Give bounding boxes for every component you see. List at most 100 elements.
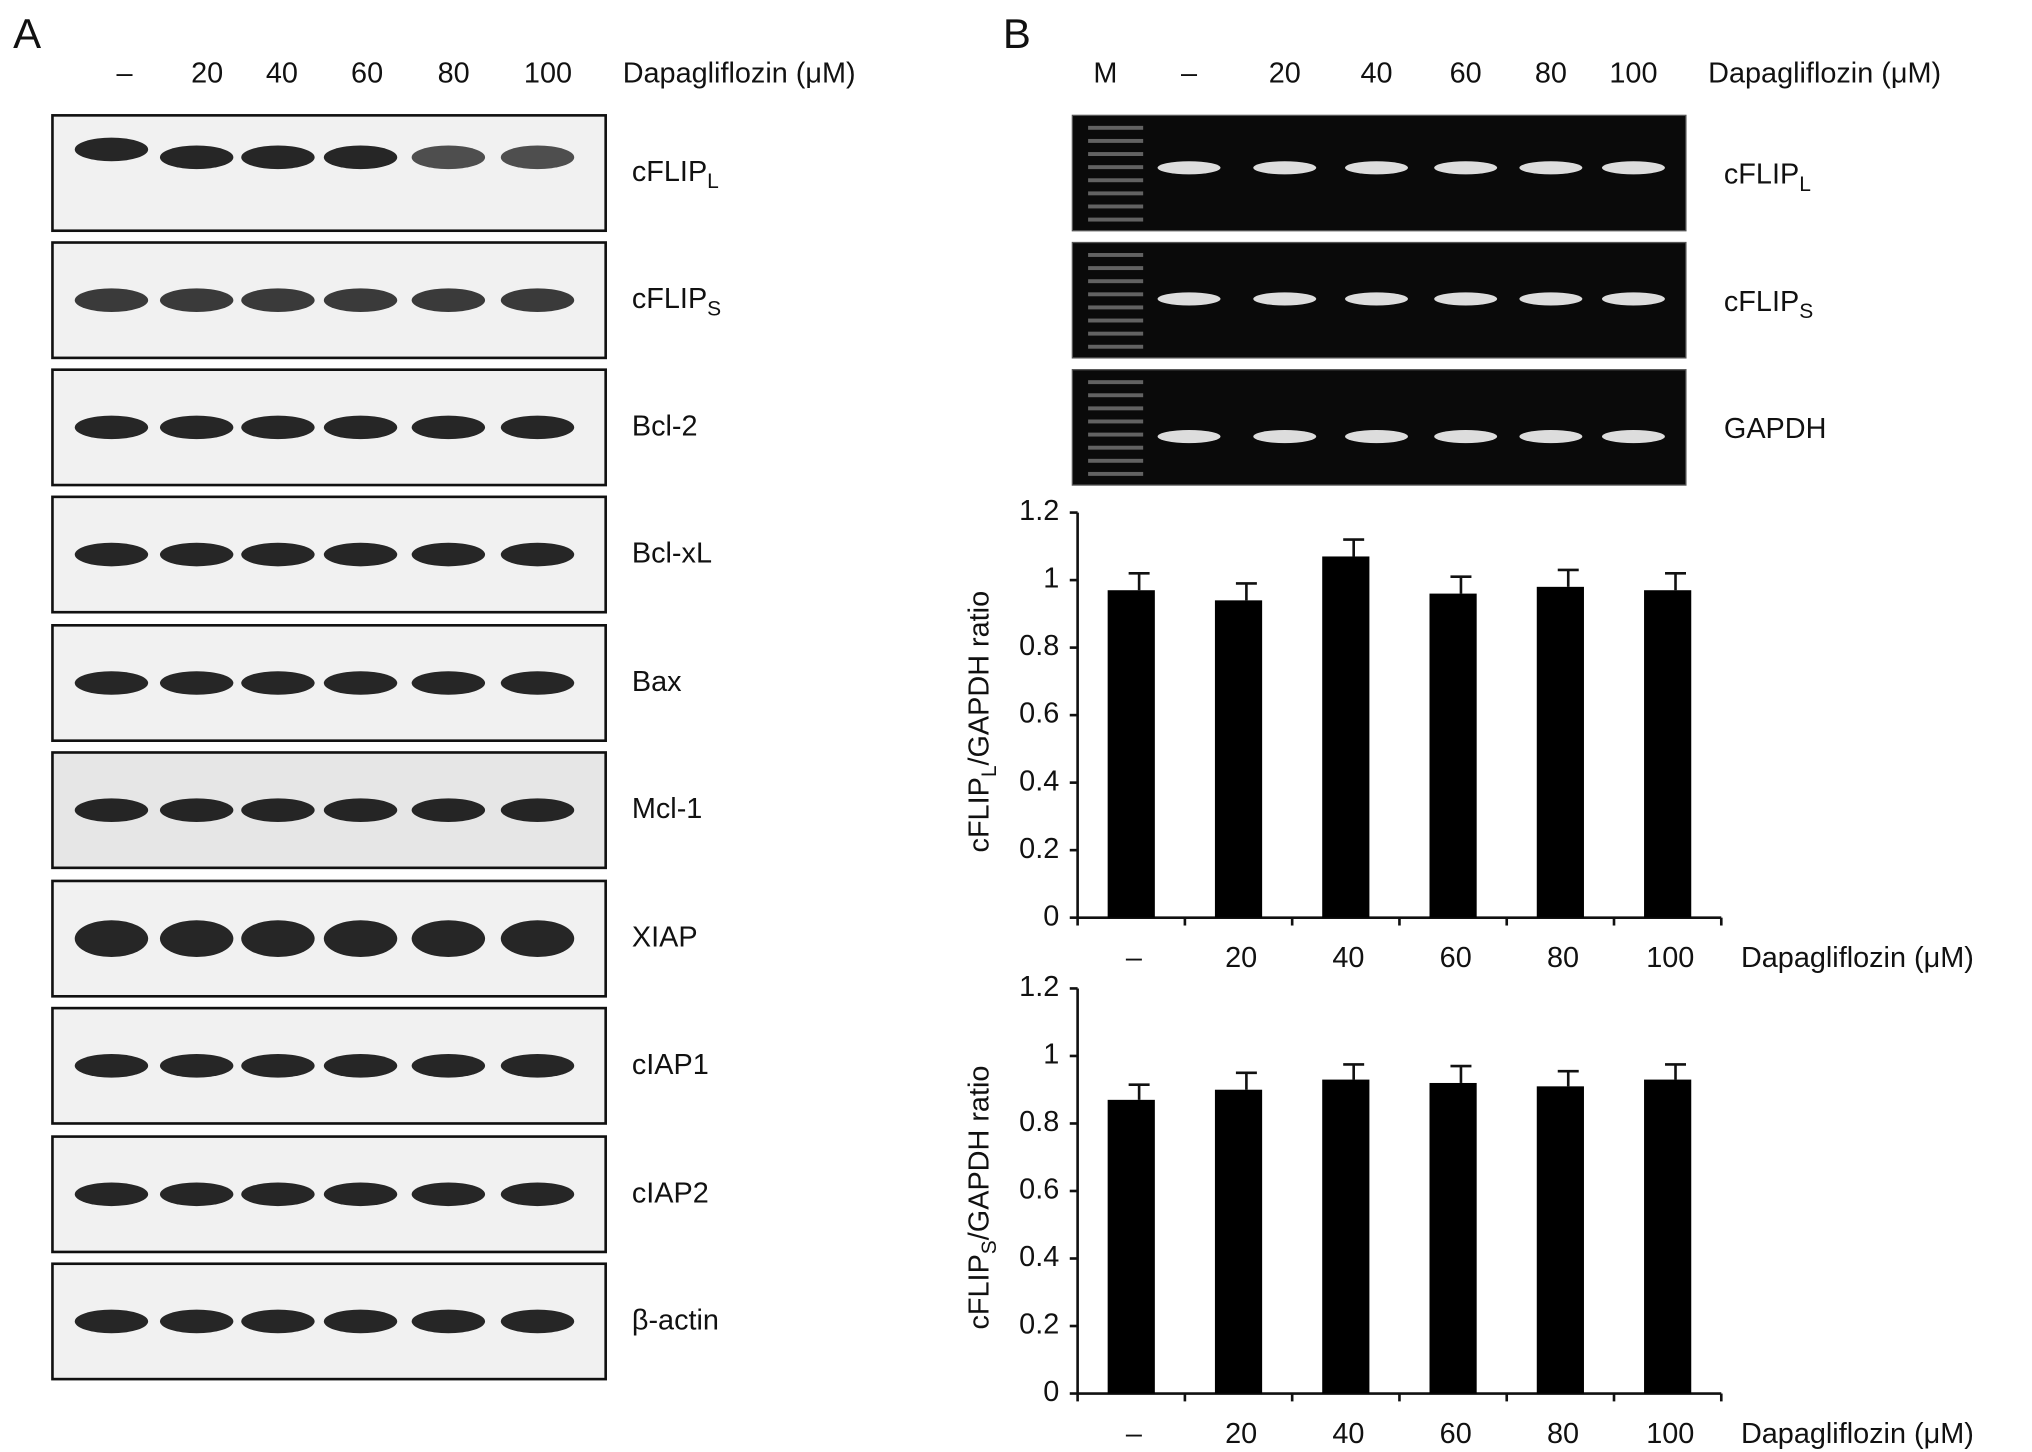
blot-band (500, 798, 575, 822)
gel-band (1601, 161, 1665, 175)
row-label: Bax (632, 666, 682, 698)
blot-band (500, 542, 575, 567)
panel-label: B (1003, 10, 1031, 57)
gel-band (1253, 292, 1317, 306)
label-subscript: L (977, 766, 1000, 778)
bar (1644, 1079, 1692, 1394)
ladder-band (1088, 471, 1144, 476)
x-tick-label: 80 (1547, 942, 1579, 974)
label-text: GAPDH (1724, 413, 1827, 445)
x-axis-label: Dapagliflozin (μM) (1741, 1418, 1974, 1450)
blot-band (74, 920, 149, 957)
bar (1214, 1089, 1263, 1394)
row-label: β-actin (632, 1304, 719, 1336)
blot-band (411, 288, 486, 313)
ladder-band (1088, 380, 1144, 385)
gel-band (1345, 429, 1408, 444)
lane-label: 60 (351, 57, 383, 89)
blot-band (74, 671, 149, 695)
label-subscript: L (707, 170, 719, 193)
blot-band (159, 288, 234, 313)
label-text: Bcl-xL (632, 537, 712, 569)
panel-label: A (13, 10, 41, 57)
label-subscript: S (707, 297, 721, 320)
ladder-band (1088, 292, 1144, 297)
marker-label: M (1093, 57, 1117, 89)
gel-band (1601, 429, 1665, 444)
blot-band (74, 137, 149, 162)
row-label: cFLIPS (632, 283, 721, 320)
blot-band (323, 920, 398, 957)
bar (1214, 600, 1263, 918)
gel-band (1253, 161, 1317, 175)
blot-band (411, 542, 486, 567)
label-text: cFLIP (963, 1254, 995, 1329)
blot-band (500, 415, 575, 440)
blot-band (241, 798, 315, 822)
row-label: Mcl-1 (632, 793, 702, 825)
label-text: cIAP2 (632, 1177, 709, 1209)
blot-band (159, 798, 234, 822)
y-tick-label: 0.2 (1019, 1309, 1059, 1341)
blot-band (411, 415, 486, 440)
blot-band (241, 1309, 315, 1334)
gel-band (1519, 429, 1583, 444)
ladder-band (1088, 305, 1144, 310)
gel-band (1434, 161, 1498, 175)
blot-band (500, 671, 575, 695)
row-label: cFLIPS/GAPDH ratio (963, 1066, 1000, 1330)
bar (1322, 556, 1370, 918)
gel-band (1519, 161, 1583, 175)
ladder-band (1088, 458, 1144, 463)
blot-band (323, 1309, 398, 1334)
blot-band (241, 288, 315, 313)
blot-band (411, 920, 486, 957)
label-text: Bcl-2 (632, 410, 698, 442)
blot-band (500, 145, 575, 170)
lane-label: 100 (524, 57, 572, 89)
ladder-band (1088, 445, 1144, 450)
gel-band (1434, 429, 1498, 444)
treatment-label: Dapagliflozin (μM) (1708, 57, 1941, 89)
blot-band (500, 1053, 575, 1078)
label-text: Mcl-1 (632, 793, 702, 825)
label-text: β-actin (632, 1304, 719, 1336)
lane-label: 60 (1450, 57, 1482, 89)
row-label: GAPDH (1724, 413, 1827, 445)
blot-band (411, 671, 486, 695)
blot-band (500, 1309, 575, 1334)
blot-band (159, 1182, 234, 1207)
gel-band (1157, 429, 1221, 444)
blot-band (241, 1182, 315, 1207)
ladder-band (1088, 344, 1144, 349)
ladder-band (1088, 138, 1144, 143)
bar (1429, 1082, 1477, 1394)
bar (1644, 590, 1692, 918)
ladder-band (1088, 204, 1144, 209)
x-tick-label: 60 (1440, 942, 1472, 974)
lane-label: 20 (1269, 57, 1301, 89)
bar (1322, 1079, 1370, 1394)
row-label: cIAP1 (632, 1048, 709, 1080)
label-subscript: S (1799, 300, 1813, 323)
ladder-band (1088, 152, 1144, 157)
y-tick-label: 0 (1043, 900, 1059, 932)
blot-band (159, 920, 234, 957)
gel-band (1601, 292, 1665, 306)
blot-band (500, 1182, 575, 1207)
bar (1536, 586, 1584, 918)
lane-label: 80 (1535, 57, 1567, 89)
blot-band (159, 145, 234, 170)
row-label: XIAP (632, 921, 698, 953)
x-tick-label: – (1126, 942, 1143, 974)
blot-band (241, 920, 315, 957)
x-tick-label: 80 (1547, 1418, 1579, 1450)
gel-band (1157, 161, 1221, 175)
row-label: cFLIPS (1724, 285, 1813, 322)
bar (1107, 590, 1155, 918)
blot-band (323, 415, 398, 440)
row-label: Bcl-xL (632, 537, 712, 569)
treatment-label: Dapagliflozin (μM) (623, 57, 856, 89)
blot-band (411, 798, 486, 822)
bar (1536, 1086, 1584, 1394)
